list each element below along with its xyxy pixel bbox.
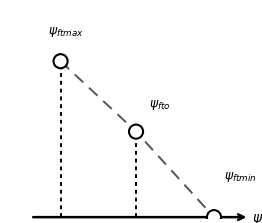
Circle shape [53, 54, 68, 68]
Text: $\psi_{ftmin}$: $\psi_{ftmin}$ [224, 170, 257, 184]
Circle shape [129, 125, 143, 139]
Text: $\psi_{fto}$: $\psi_{fto}$ [149, 97, 170, 112]
Text: $\psi_{ft}$: $\psi_{ft}$ [252, 212, 262, 223]
Circle shape [207, 210, 221, 223]
Text: $\psi_{ftmax}$: $\psi_{ftmax}$ [48, 25, 84, 39]
